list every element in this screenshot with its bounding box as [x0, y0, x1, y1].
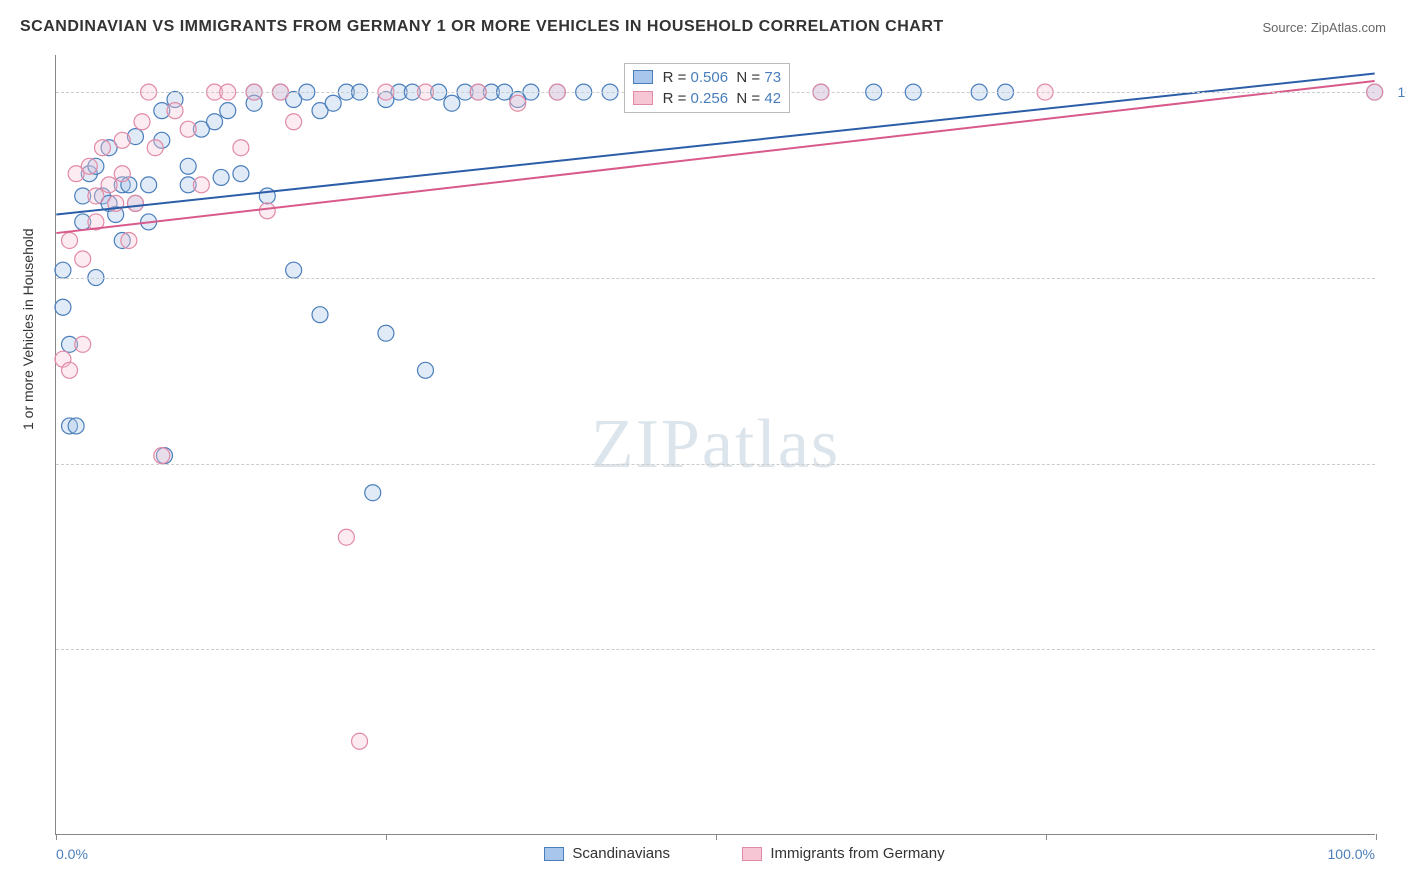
series-legend-item: Scandinavians — [544, 845, 670, 862]
x-tick — [1046, 834, 1047, 840]
data-point — [338, 529, 354, 545]
data-point — [62, 232, 78, 248]
data-point — [213, 169, 229, 185]
legend-row: R = 0.256 N = 42 — [633, 88, 781, 109]
data-point — [127, 195, 143, 211]
y-tick-label: 95.0% — [1385, 270, 1406, 286]
data-point — [114, 166, 130, 182]
x-tick — [716, 834, 717, 840]
data-point — [259, 203, 275, 219]
y-tick-label: 85.0% — [1385, 641, 1406, 657]
data-point — [325, 95, 341, 111]
data-point — [75, 336, 91, 352]
data-point — [193, 177, 209, 193]
data-point — [180, 121, 196, 137]
data-point — [312, 307, 328, 323]
data-point — [55, 299, 71, 315]
legend-label: Immigrants from Germany — [770, 845, 944, 862]
chart-svg — [56, 55, 1375, 834]
legend-swatch — [544, 847, 564, 861]
x-tick — [56, 834, 57, 840]
data-point — [114, 132, 130, 148]
data-point — [101, 177, 117, 193]
x-tick-label: 100.0% — [1328, 846, 1375, 862]
data-point — [286, 114, 302, 130]
data-point — [352, 733, 368, 749]
y-tick-label: 90.0% — [1385, 456, 1406, 472]
data-point — [220, 103, 236, 119]
legend-swatch — [633, 91, 653, 105]
data-point — [55, 262, 71, 278]
gridline — [56, 464, 1375, 465]
plot-area: ZIPatlas 85.0%90.0%95.0%100.0%0.0%100.0%… — [55, 55, 1375, 835]
data-point — [365, 485, 381, 501]
data-point — [417, 362, 433, 378]
x-tick — [386, 834, 387, 840]
data-point — [147, 140, 163, 156]
legend-row: R = 0.506 N = 73 — [633, 67, 781, 88]
data-point — [154, 448, 170, 464]
data-point — [62, 362, 78, 378]
data-point — [94, 140, 110, 156]
x-tick — [1376, 834, 1377, 840]
y-tick-label: 100.0% — [1385, 84, 1406, 100]
data-point — [121, 232, 137, 248]
data-point — [68, 418, 84, 434]
legend-stat: R = 0.256 N = 42 — [663, 90, 781, 107]
source-attribution: Source: ZipAtlas.com — [1262, 20, 1386, 35]
data-point — [88, 188, 104, 204]
legend-swatch — [633, 70, 653, 84]
data-point — [233, 140, 249, 156]
legend-stat: R = 0.506 N = 73 — [663, 69, 781, 86]
data-point — [444, 95, 460, 111]
data-point — [510, 95, 526, 111]
legend-swatch — [742, 847, 762, 861]
correlation-legend: R = 0.506 N = 73 R = 0.256 N = 42 — [624, 63, 790, 113]
data-point — [81, 158, 97, 174]
gridline — [56, 278, 1375, 279]
data-point — [286, 262, 302, 278]
data-point — [134, 114, 150, 130]
data-point — [167, 103, 183, 119]
series-legend-item: Immigrants from Germany — [742, 845, 944, 862]
data-point — [141, 177, 157, 193]
data-point — [207, 114, 223, 130]
data-point — [75, 251, 91, 267]
legend-label: Scandinavians — [572, 845, 670, 862]
data-point — [180, 158, 196, 174]
gridline — [56, 649, 1375, 650]
y-axis-label: 1 or more Vehicles in Household — [20, 228, 36, 430]
data-point — [233, 166, 249, 182]
data-point — [378, 325, 394, 341]
chart-title: SCANDINAVIAN VS IMMIGRANTS FROM GERMANY … — [20, 18, 944, 36]
x-tick-label: 0.0% — [56, 846, 88, 862]
